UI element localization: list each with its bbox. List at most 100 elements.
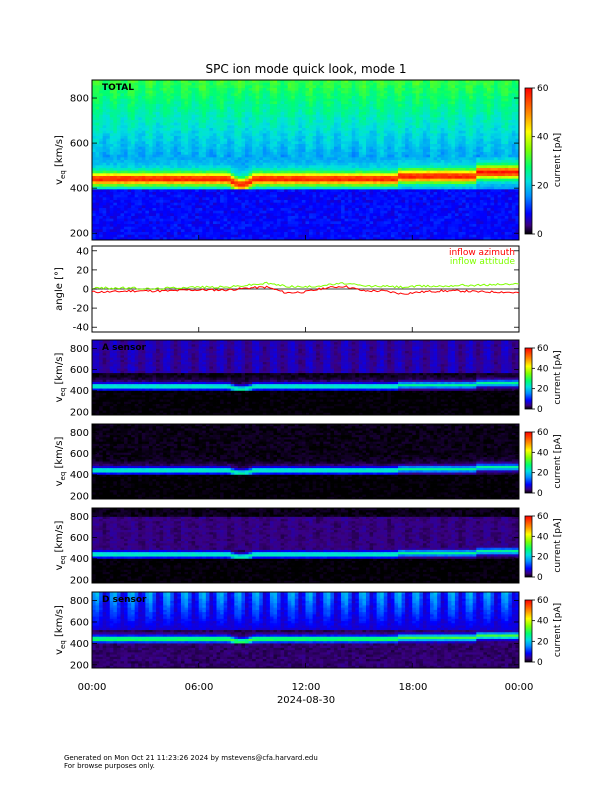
spectrogram-cell <box>195 152 200 156</box>
spectrogram-cell <box>195 117 200 121</box>
spectrogram-cell <box>262 101 267 105</box>
spectrogram-cell <box>323 133 328 137</box>
spectrogram-cell <box>330 226 335 230</box>
spectrogram-cell <box>245 106 249 110</box>
spectrogram-cell <box>109 138 114 142</box>
spectrogram-cell <box>148 133 153 137</box>
spectrogram-cell <box>152 216 157 220</box>
spectrogram-cell <box>209 200 214 204</box>
spectrogram-cell <box>241 160 246 164</box>
spectrogram-cell <box>305 104 310 108</box>
spectrogram-cell <box>216 208 221 212</box>
spectrogram-cell <box>287 208 292 212</box>
spectrogram-cell <box>252 85 257 89</box>
spectrogram-cell <box>248 168 253 172</box>
spectrogram-cell <box>205 189 210 193</box>
spectrogram-cell <box>344 216 349 220</box>
spectrogram-cell <box>312 130 317 134</box>
spectrogram-cell <box>365 85 370 89</box>
spectrogram-cell <box>134 234 139 238</box>
spectrogram-cell <box>102 160 107 164</box>
spectrogram-cell <box>383 82 388 86</box>
spectrogram-cell <box>152 168 157 172</box>
spectrogram-cell <box>188 162 193 166</box>
spectrogram-cell <box>223 152 228 156</box>
spectrogram-cell <box>109 162 114 166</box>
spectrogram-cell <box>145 221 150 225</box>
spectrogram-cell <box>131 205 136 209</box>
spectrogram-cell <box>273 104 278 108</box>
spectrogram-cell <box>116 229 121 233</box>
spectrogram-cell <box>262 197 267 201</box>
spectrogram-cell <box>255 154 260 158</box>
spectrogram-cell <box>266 85 271 89</box>
spectrogram-cell <box>287 120 292 124</box>
spectrogram-cell <box>380 152 385 156</box>
spectrogram-cell <box>177 162 182 166</box>
spectrogram-cell <box>145 82 150 86</box>
spectrogram-cell <box>277 93 281 97</box>
spectrogram-cell <box>166 106 171 110</box>
spectrogram-cell <box>319 205 324 209</box>
spectrogram-cell <box>255 189 260 193</box>
spectrogram-cell <box>262 205 267 209</box>
spectrogram-cell <box>116 181 121 185</box>
spectrogram-cell <box>383 160 388 164</box>
spectrogram-cell <box>383 165 388 169</box>
spectrogram-cell <box>298 213 303 217</box>
spectrogram-cell <box>180 122 185 126</box>
spectrogram-cell <box>309 128 314 132</box>
spectrogram-cell <box>330 205 335 209</box>
spectrogram-cell <box>262 173 267 177</box>
spectrogram-cell <box>131 181 136 185</box>
spectrogram-cell <box>362 197 367 201</box>
spectrogram-cell <box>166 229 171 233</box>
spectrogram-cell <box>120 165 125 169</box>
spectrogram-cell <box>255 125 260 129</box>
spectrogram-cell <box>273 154 278 158</box>
spectrogram-cell <box>99 210 104 214</box>
spectrogram-cell <box>127 138 132 142</box>
spectrogram-cell <box>209 194 214 198</box>
spectrogram-cell <box>166 178 171 182</box>
spectrogram-cell <box>266 160 271 164</box>
spectrogram-cell <box>234 90 239 94</box>
spectrogram-cell <box>380 82 385 86</box>
spectrogram-cell <box>348 141 353 145</box>
spectrogram-cell <box>148 85 153 89</box>
spectrogram-cell <box>248 165 253 169</box>
spectrogram-cell <box>245 189 249 193</box>
spectrogram-cell <box>348 82 353 86</box>
spectrogram-cell <box>209 226 214 230</box>
spectrogram-cell <box>323 226 328 230</box>
spectrogram-cell <box>223 210 228 214</box>
spectrogram-cell <box>248 109 253 113</box>
spectrogram-cell <box>159 122 164 126</box>
spectrogram-cell <box>291 106 296 110</box>
spectrogram-cell <box>262 117 267 121</box>
spectrogram-cell <box>124 157 128 161</box>
spectrogram-cell <box>202 109 207 113</box>
spectrogram-cell <box>383 170 388 174</box>
spectrogram-cell <box>209 176 214 180</box>
spectrogram-cell <box>127 125 132 129</box>
spectrogram-cell <box>269 208 274 212</box>
spectrogram-cell <box>159 85 164 89</box>
spectrogram-cell <box>284 194 289 198</box>
spectrogram-cell <box>145 114 150 118</box>
spectrogram-cell <box>177 112 182 116</box>
spectrogram-cell <box>337 210 342 214</box>
spectrogram-cell <box>266 117 271 121</box>
spectrogram-cell <box>92 165 96 169</box>
spectrogram-cell <box>99 162 104 166</box>
spectrogram-cell <box>341 104 346 108</box>
spectrogram-cell <box>234 173 239 177</box>
spectrogram-cell <box>109 160 114 164</box>
spectrogram-cell <box>195 141 200 145</box>
spectrogram-cell <box>284 205 289 209</box>
spectrogram-cell <box>237 98 242 102</box>
spectrogram-cell <box>323 85 328 89</box>
spectrogram-cell <box>376 178 381 182</box>
spectrogram-cell <box>205 237 210 241</box>
spectrogram-cell <box>273 160 278 164</box>
